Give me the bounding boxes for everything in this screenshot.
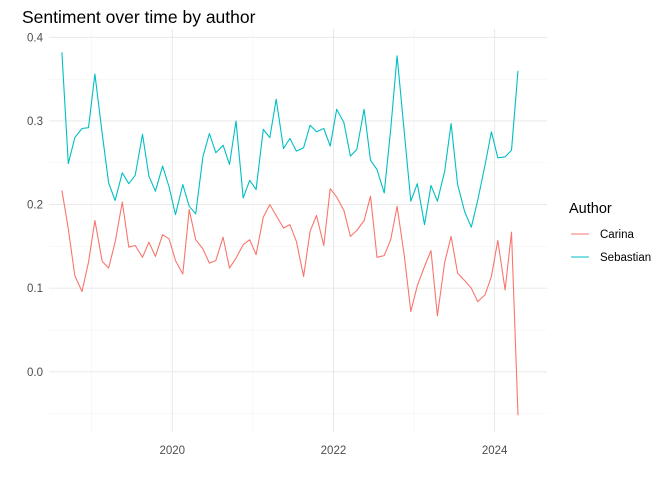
grid — [49, 29, 547, 432]
y-tick-label: 0.4 — [27, 32, 44, 44]
legend-title: Author — [569, 201, 612, 217]
x-tick-label: 2022 — [321, 445, 347, 457]
chart-title: Sentiment over time by author — [22, 7, 256, 27]
series-line-sebastian — [61, 52, 519, 228]
y-tick-label: 0.0 — [27, 367, 43, 379]
y-tick-label: 0.1 — [27, 283, 43, 295]
legend-label-carina: Carina — [600, 229, 634, 241]
legend-label-sebastian: Sebastian — [600, 252, 651, 264]
y-tick-label: 0.2 — [27, 200, 43, 212]
y-tick-label: 0.3 — [27, 116, 43, 128]
x-tick-label: 2020 — [159, 445, 185, 457]
x-axis-ticks: 2020 2022 2024 — [159, 445, 508, 457]
x-tick-label: 2024 — [482, 445, 508, 457]
series-line-carina — [61, 188, 519, 416]
series-lines — [61, 52, 519, 416]
legend: Author Carina Sebastian — [569, 201, 651, 264]
y-axis-ticks: 0.0 0.1 0.2 0.3 0.4 — [27, 32, 44, 378]
